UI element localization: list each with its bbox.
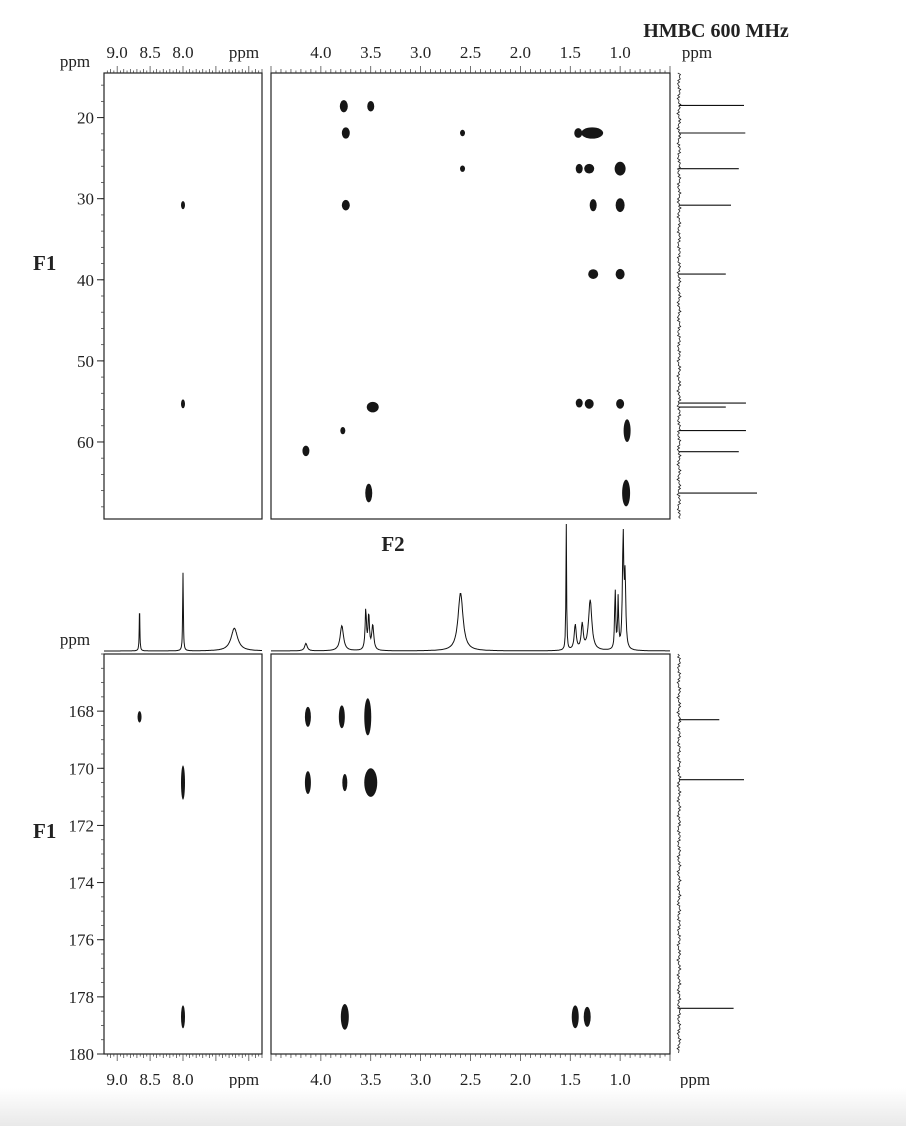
lower-cross-peak <box>304 771 311 794</box>
upper-y-tick-label: 40 <box>77 271 94 290</box>
upper-cross-peak <box>339 100 348 113</box>
lower-cross-peak <box>181 765 185 800</box>
upper-cross-peak <box>622 479 631 507</box>
lower-y-tick-label: 178 <box>69 988 95 1007</box>
upper-cross-peak <box>367 100 375 112</box>
upper-cross-peak <box>623 419 631 442</box>
upper-y-tick-label: 60 <box>77 433 94 452</box>
upper-cross-peak <box>614 161 626 176</box>
upper-x-tick-label: 2.0 <box>510 43 531 62</box>
lower-cross-peak <box>583 1006 591 1027</box>
upper-x-tick-label: 9.0 <box>107 43 128 62</box>
upper-x-tick-label: 4.0 <box>310 43 331 62</box>
upper-x-tick-label: 8.5 <box>139 43 160 62</box>
upper-x-tick-label: 3.5 <box>360 43 381 62</box>
chart-marks: 20 30 40 50 60 9.0 8.5 8.0 4.0 3.5 3.0 2.5 2.0 1.5 1.0… <box>33 43 757 1107</box>
lower-cross-peak <box>342 774 348 792</box>
lower-cross-peak <box>304 706 311 727</box>
upper-x-unit-label: ppm <box>229 43 259 62</box>
upper-x-tick-label: 1.0 <box>610 43 631 62</box>
upper-cross-peak <box>340 426 346 435</box>
upper-y-tick-label: 20 <box>77 109 94 128</box>
lower-x-tick-label: 2.5 <box>460 1070 481 1089</box>
lower-f1-axis-label: F1 <box>33 819 56 843</box>
upper-cross-peak <box>181 399 185 409</box>
upper-cross-peak <box>615 268 625 280</box>
proton-projection-trace-aromatic <box>104 572 262 652</box>
lower-cross-peak <box>181 1005 185 1029</box>
lower-aromatic-frame <box>103 653 263 1055</box>
upper-x-tick-label: 1.5 <box>560 43 581 62</box>
upper-cross-peak <box>366 401 379 413</box>
upper-y-tick-label: 30 <box>77 190 94 209</box>
lower-x-tick-label: 3.5 <box>360 1070 381 1089</box>
upper-cross-peak <box>460 165 466 172</box>
upper-cross-peak <box>181 201 185 210</box>
lower-cross-peak <box>137 711 142 723</box>
upper-cross-peak <box>365 483 373 503</box>
upper-cross-peak <box>302 445 310 457</box>
upper-cross-peak <box>584 398 594 409</box>
upper-x-tick-label: 8.0 <box>172 43 193 62</box>
upper-cross-peak <box>588 269 599 279</box>
lower-cross-peak <box>364 698 372 736</box>
upper-x-tick-label: 3.0 <box>410 43 431 62</box>
upper-y-tick-label: 50 <box>77 352 94 371</box>
lower-cross-peak <box>571 1005 579 1029</box>
upper-cross-peak <box>616 398 625 409</box>
lower-cross-peak <box>340 1004 349 1030</box>
lower-cross-peak <box>364 768 378 797</box>
lower-aliphatic-frame <box>270 653 671 1055</box>
lower-projection-unit-label: ppm <box>680 1070 710 1089</box>
lower-x-tick-label: 9.0 <box>107 1070 128 1089</box>
lower-y-tick-label: 174 <box>69 874 95 893</box>
lower-x-tick-label: 1.5 <box>560 1070 581 1089</box>
lower-x-tick-label: 4.0 <box>310 1070 331 1089</box>
upper-y-unit-label: ppm <box>60 52 90 71</box>
upper-cross-peak <box>584 163 595 174</box>
upper-x-tick-label: 2.5 <box>460 43 481 62</box>
upper-cross-peak <box>460 129 466 137</box>
bottom-fade <box>0 1088 906 1126</box>
upper-f1-axis-label: F1 <box>33 251 56 275</box>
upper-cross-peak <box>581 127 604 139</box>
upper-projection-unit-label: ppm <box>682 43 712 62</box>
upper-aromatic-frame <box>103 72 263 520</box>
lower-x-tick-label: 3.0 <box>410 1070 431 1089</box>
lower-x-tick-label: 1.0 <box>610 1070 631 1089</box>
upper-cross-peak <box>589 199 597 212</box>
upper-cross-peak <box>341 127 350 139</box>
lower-y-tick-label: 180 <box>69 1045 95 1064</box>
upper-cross-peak <box>575 398 583 408</box>
upper-cross-peak <box>615 198 625 213</box>
upper-cross-peak <box>574 128 583 138</box>
figure-title: HMBC 600 MHz <box>643 20 789 42</box>
upper-f1-projection-baseline <box>676 72 682 519</box>
lower-y-unit-label: ppm <box>60 630 90 649</box>
lower-panel <box>97 653 744 1061</box>
upper-panel <box>97 66 757 520</box>
upper-cross-peak <box>575 163 583 174</box>
lower-x-tick-label: 8.0 <box>172 1070 193 1089</box>
proton-projection-trace-aliphatic <box>271 523 670 652</box>
lower-x-unit-label: ppm <box>229 1070 259 1089</box>
lower-f1-projection-baseline <box>676 653 682 1054</box>
upper-cross-peak <box>341 199 350 211</box>
lower-y-tick-label: 168 <box>69 702 95 721</box>
lower-x-tick-label: 2.0 <box>510 1070 531 1089</box>
upper-f2-axis-label: F2 <box>381 532 404 556</box>
upper-aliphatic-frame <box>270 72 671 520</box>
lower-y-tick-label: 172 <box>69 816 95 835</box>
lower-y-tick-label: 170 <box>69 759 95 778</box>
lower-cross-peak <box>338 705 345 729</box>
lower-y-tick-label: 176 <box>69 931 95 950</box>
lower-x-tick-label: 8.5 <box>139 1070 160 1089</box>
